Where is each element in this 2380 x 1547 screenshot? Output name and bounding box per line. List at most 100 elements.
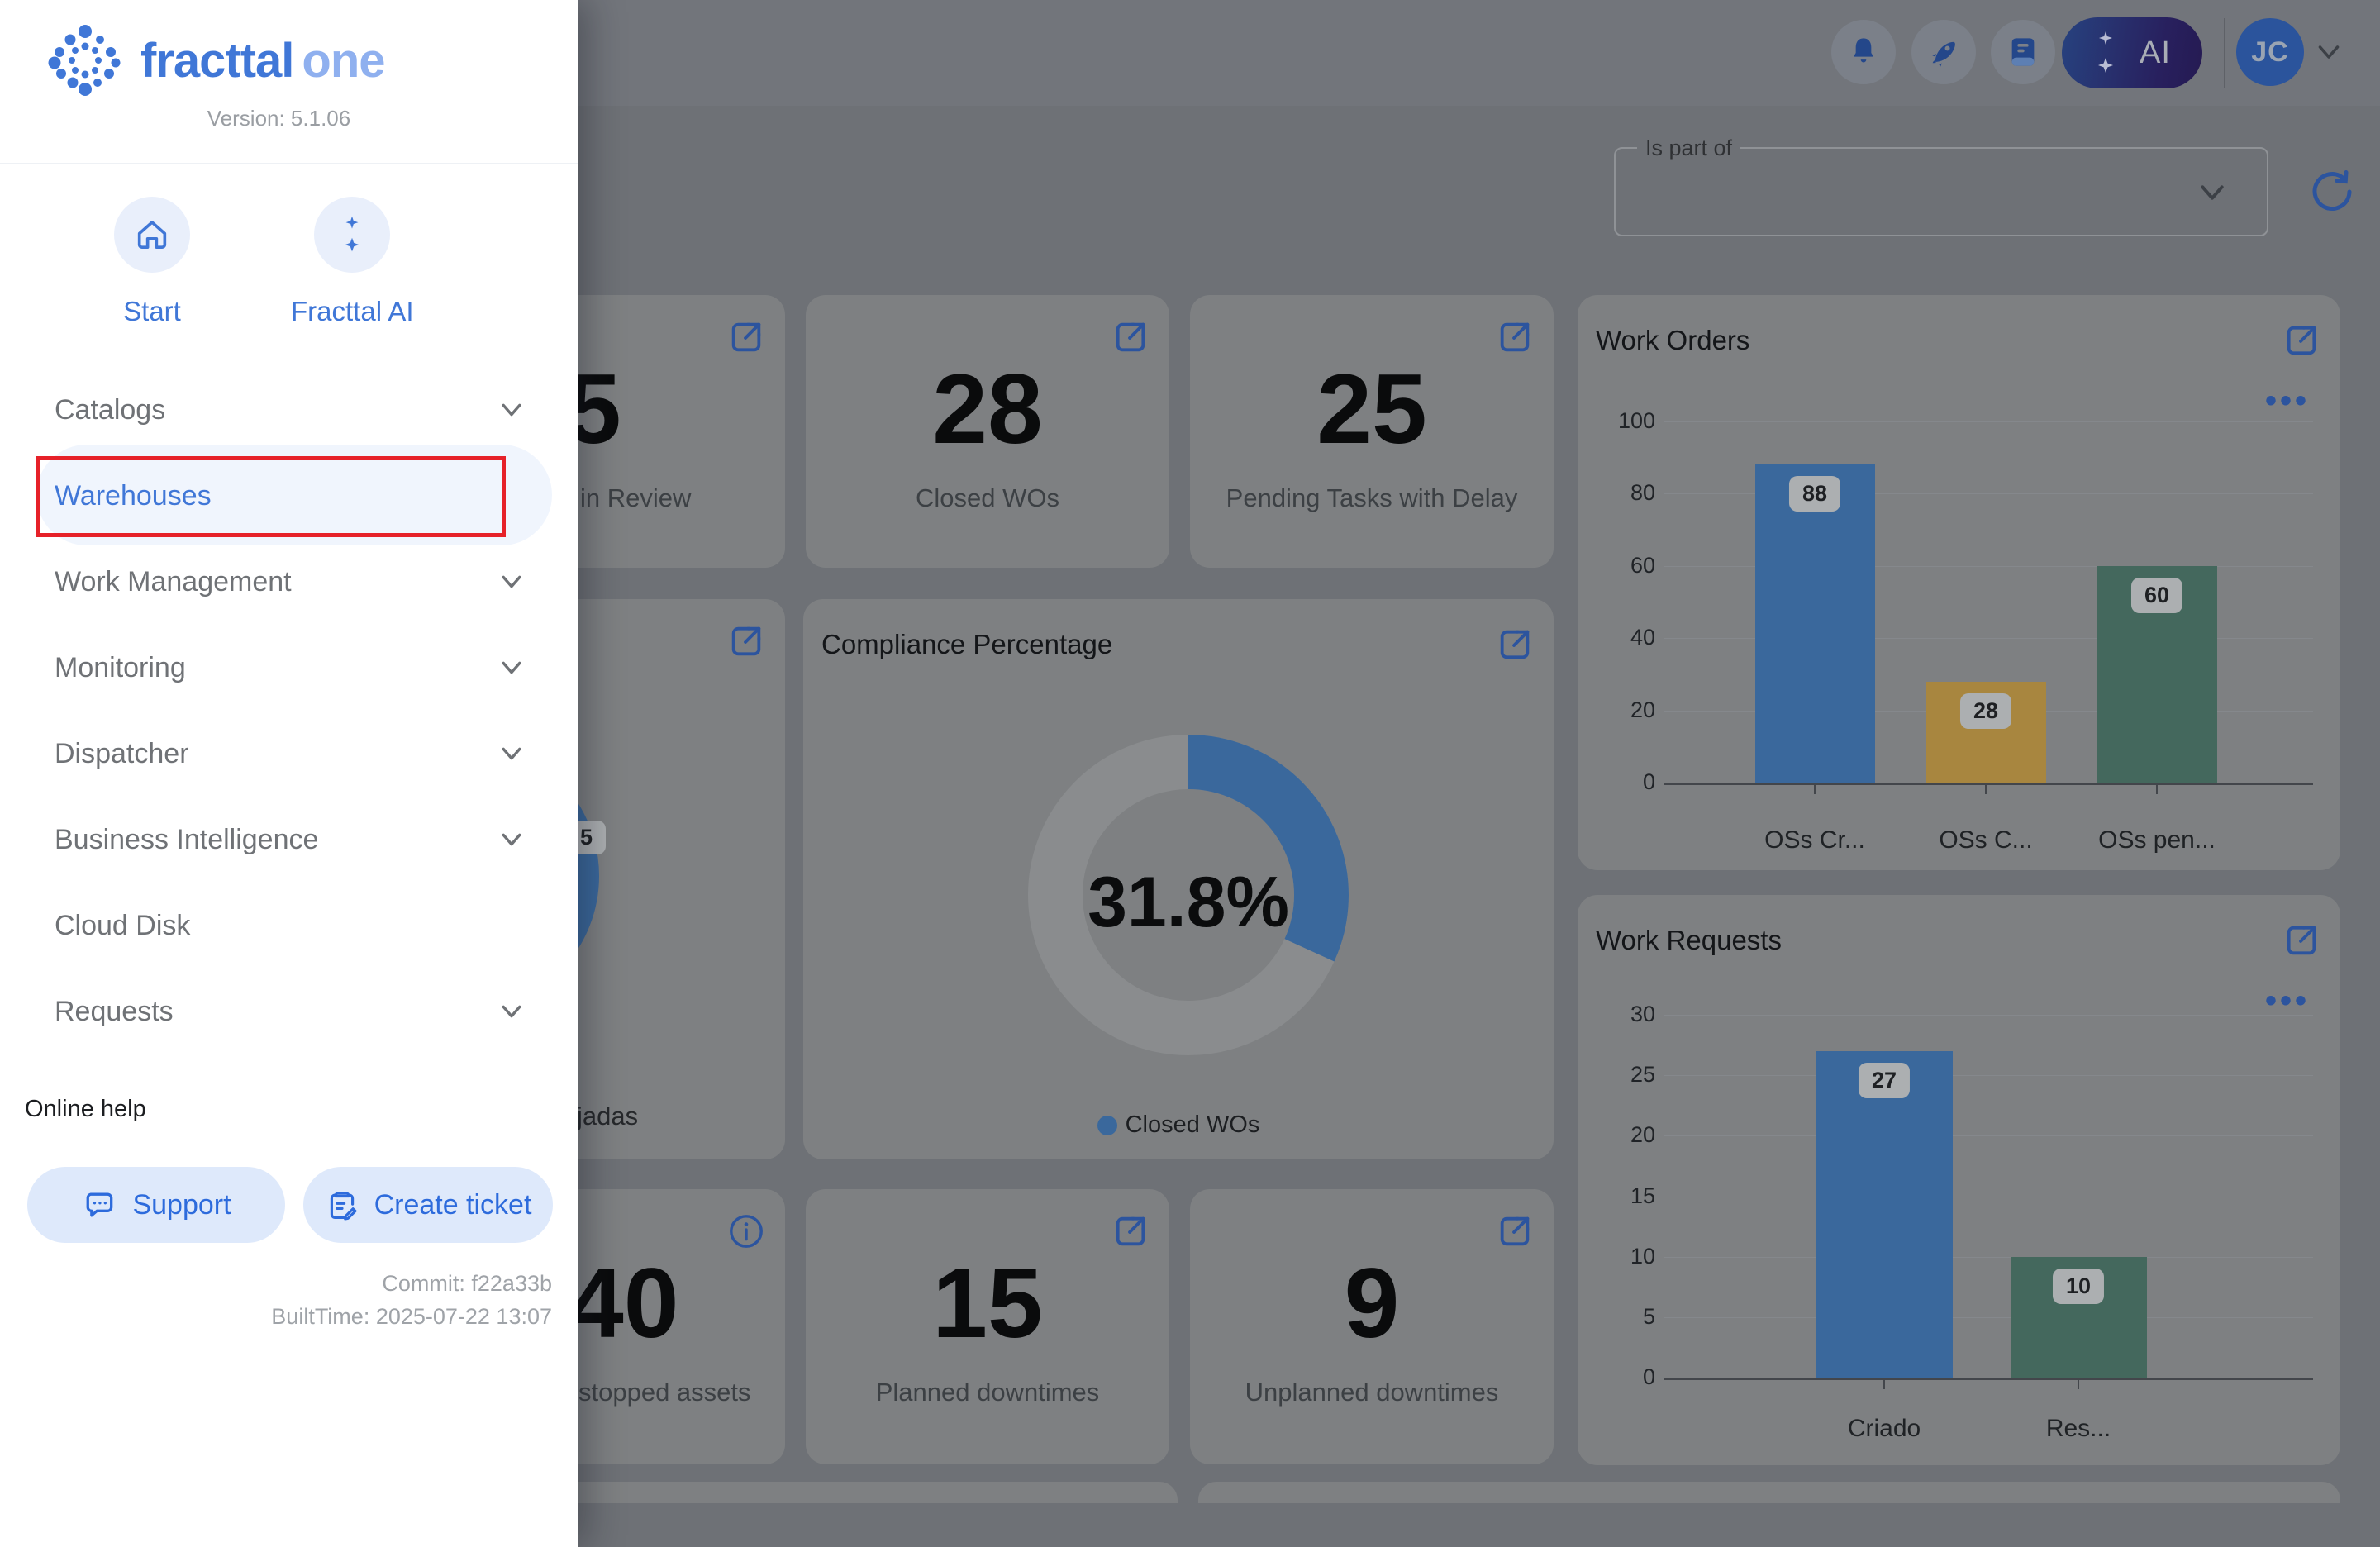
gridline — [1664, 1135, 2313, 1137]
work-orders-card: Work Orders ••• 0 20 40 60 80 100 88 OSs Cr... 2… — [1578, 295, 2340, 870]
chevron-down-icon — [497, 828, 526, 851]
open-external-icon[interactable] — [1496, 318, 1534, 356]
sidebar-menu-item-label: Catalogs — [55, 393, 166, 426]
gridline — [1664, 783, 2313, 785]
active-item-pill — [36, 445, 552, 545]
refresh-button[interactable] — [2307, 167, 2357, 217]
fracttal-logo-icon — [48, 23, 122, 98]
avatar[interactable]: JC — [2236, 18, 2304, 86]
compliance-donut — [1028, 735, 1349, 1055]
kpi-card-closed-wos: 28 Closed WOs — [806, 295, 1169, 568]
open-external-icon[interactable] — [1111, 1212, 1150, 1250]
partial-donut-label: jadas — [577, 1102, 639, 1130]
whats-new-button[interactable] — [1911, 20, 1976, 84]
sidebar-item-business-intelligence[interactable]: Business Intelligence — [0, 797, 578, 883]
y-axis-tick-label: 20 — [1630, 697, 1655, 722]
rocket-icon — [1926, 35, 1961, 69]
compliance-percent: 31.8% — [1088, 863, 1289, 942]
y-axis-tick-label: 80 — [1630, 480, 1655, 506]
fracttal-ai-sidebar-button[interactable]: Fracttal AI — [291, 197, 414, 327]
x-axis-label: Criado — [1847, 1415, 1921, 1442]
bar-value-label: 28 — [1959, 693, 2012, 729]
sidebar-item-monitoring[interactable]: Monitoring — [0, 625, 578, 711]
sidebar-menu: Catalogs Warehouses Work Management Moni… — [0, 367, 578, 1054]
brand-wordmark: fracttal one — [140, 33, 386, 88]
chevron-down-icon — [497, 398, 526, 421]
y-axis-tick-label: 30 — [1630, 1002, 1655, 1026]
sidebar-item-warehouses[interactable]: Warehouses — [0, 445, 578, 545]
notifications-button[interactable] — [1831, 20, 1896, 84]
kpi-label: stopped assets — [578, 1378, 751, 1407]
y-axis-tick-label: 20 — [1630, 1122, 1655, 1148]
y-axis-tick-label: 15 — [1630, 1183, 1655, 1208]
start-button[interactable]: Start — [114, 197, 190, 327]
support-button[interactable]: Support — [27, 1167, 285, 1243]
kpi-value: 28 — [932, 354, 1043, 464]
chat-icon — [81, 1187, 117, 1223]
work-requests-bar-chart: 0 5 10 15 20 25 30 27 Criado 10 Res... — [1578, 895, 2340, 1465]
gridline — [1664, 421, 2313, 422]
y-axis-tick-label: 10 — [1630, 1243, 1655, 1269]
bar-value-label: 27 — [1858, 1062, 1911, 1098]
kpi-value: 15 — [932, 1248, 1043, 1359]
sidebar: fracttal one Version: 5.1.06 Start Fractt… — [0, 0, 578, 1547]
y-axis-tick-label: 100 — [1617, 408, 1655, 433]
x-axis-tick — [1883, 1378, 1885, 1389]
partial-card — [1198, 1482, 2340, 1503]
open-external-icon[interactable] — [727, 622, 765, 660]
bar-value-label: 60 — [2130, 577, 2183, 613]
bar-value-label: 10 — [2052, 1268, 2105, 1304]
y-axis-tick-label: 5 — [1642, 1303, 1655, 1329]
chart-title: Compliance Percentage — [821, 629, 1113, 659]
bar-value-label: 88 — [1788, 476, 1841, 512]
is-part-of-label: Is part of — [1637, 136, 1741, 161]
is-part-of-select[interactable]: Is part of — [1614, 136, 2268, 236]
kpi-label: Pending Tasks with Delay — [1226, 483, 1518, 512]
online-help-label: Online help — [25, 1096, 146, 1122]
y-axis-tick-label: 60 — [1630, 552, 1655, 578]
y-axis-tick-label: 25 — [1630, 1062, 1655, 1088]
account-menu-chevron[interactable] — [2314, 40, 2344, 64]
y-axis-tick-label: 40 — [1630, 625, 1655, 650]
topbar-divider — [2224, 18, 2225, 88]
sparkles-icon — [314, 197, 391, 273]
legend-label: Closed WOs — [1125, 1111, 1260, 1138]
sidebar-item-requests[interactable]: Requests — [0, 969, 578, 1054]
bell-icon — [1847, 36, 1880, 69]
kpi-label: Planned downtimes — [875, 1378, 1100, 1407]
info-icon[interactable] — [727, 1212, 765, 1250]
open-external-icon[interactable] — [2282, 321, 2320, 359]
create-ticket-button[interactable]: Create ticket — [303, 1167, 553, 1243]
chevron-down-icon — [497, 570, 526, 593]
sidebar-menu-item-label: Cloud Disk — [55, 909, 191, 941]
kpi-card-pending-tasks: 25 Pending Tasks with Delay — [1190, 295, 1554, 568]
sparkles-icon — [2093, 30, 2118, 76]
chart-title: Work Orders — [1596, 325, 1750, 355]
sidebar-menu-item-label: Work Management — [55, 565, 292, 597]
sidebar-item-dispatcher[interactable]: Dispatcher — [0, 711, 578, 797]
build-time-label: BuiltTime: 2025-07-22 13:07 — [271, 1304, 552, 1329]
sidebar-item-work-management[interactable]: Work Management — [0, 539, 578, 625]
sidebar-menu-item-label: Warehouses — [55, 479, 212, 512]
gridline — [1664, 1256, 2313, 1258]
chevron-down-icon — [497, 656, 526, 679]
open-external-icon[interactable] — [1111, 318, 1150, 356]
bar-Criado — [1816, 1050, 1953, 1378]
sidebar-item-cloud-disk[interactable]: Cloud Disk — [0, 883, 578, 969]
kpi-label: Unplanned downtimes — [1245, 1378, 1499, 1407]
fracttal-ai-button[interactable]: AI — [2062, 17, 2202, 88]
kpi-label: Closed WOs — [916, 483, 1059, 512]
chevron-down-icon — [497, 742, 526, 765]
sidebar-item-catalogs[interactable]: Catalogs — [0, 367, 578, 453]
x-axis-label: Res... — [2045, 1415, 2111, 1442]
kpi-card-planned-downtimes: 15 Planned downtimes — [806, 1189, 1169, 1464]
docs-button[interactable] — [1991, 20, 2055, 84]
ai-label: AI — [2140, 35, 2171, 70]
open-external-icon[interactable] — [727, 318, 765, 356]
home-icon — [114, 197, 190, 273]
gridline — [1664, 1075, 2313, 1077]
open-external-icon[interactable] — [1496, 626, 1534, 664]
open-external-icon[interactable] — [2282, 921, 2320, 959]
open-external-icon[interactable] — [1496, 1212, 1534, 1250]
x-axis-label: OSs pen... — [2098, 826, 2216, 854]
